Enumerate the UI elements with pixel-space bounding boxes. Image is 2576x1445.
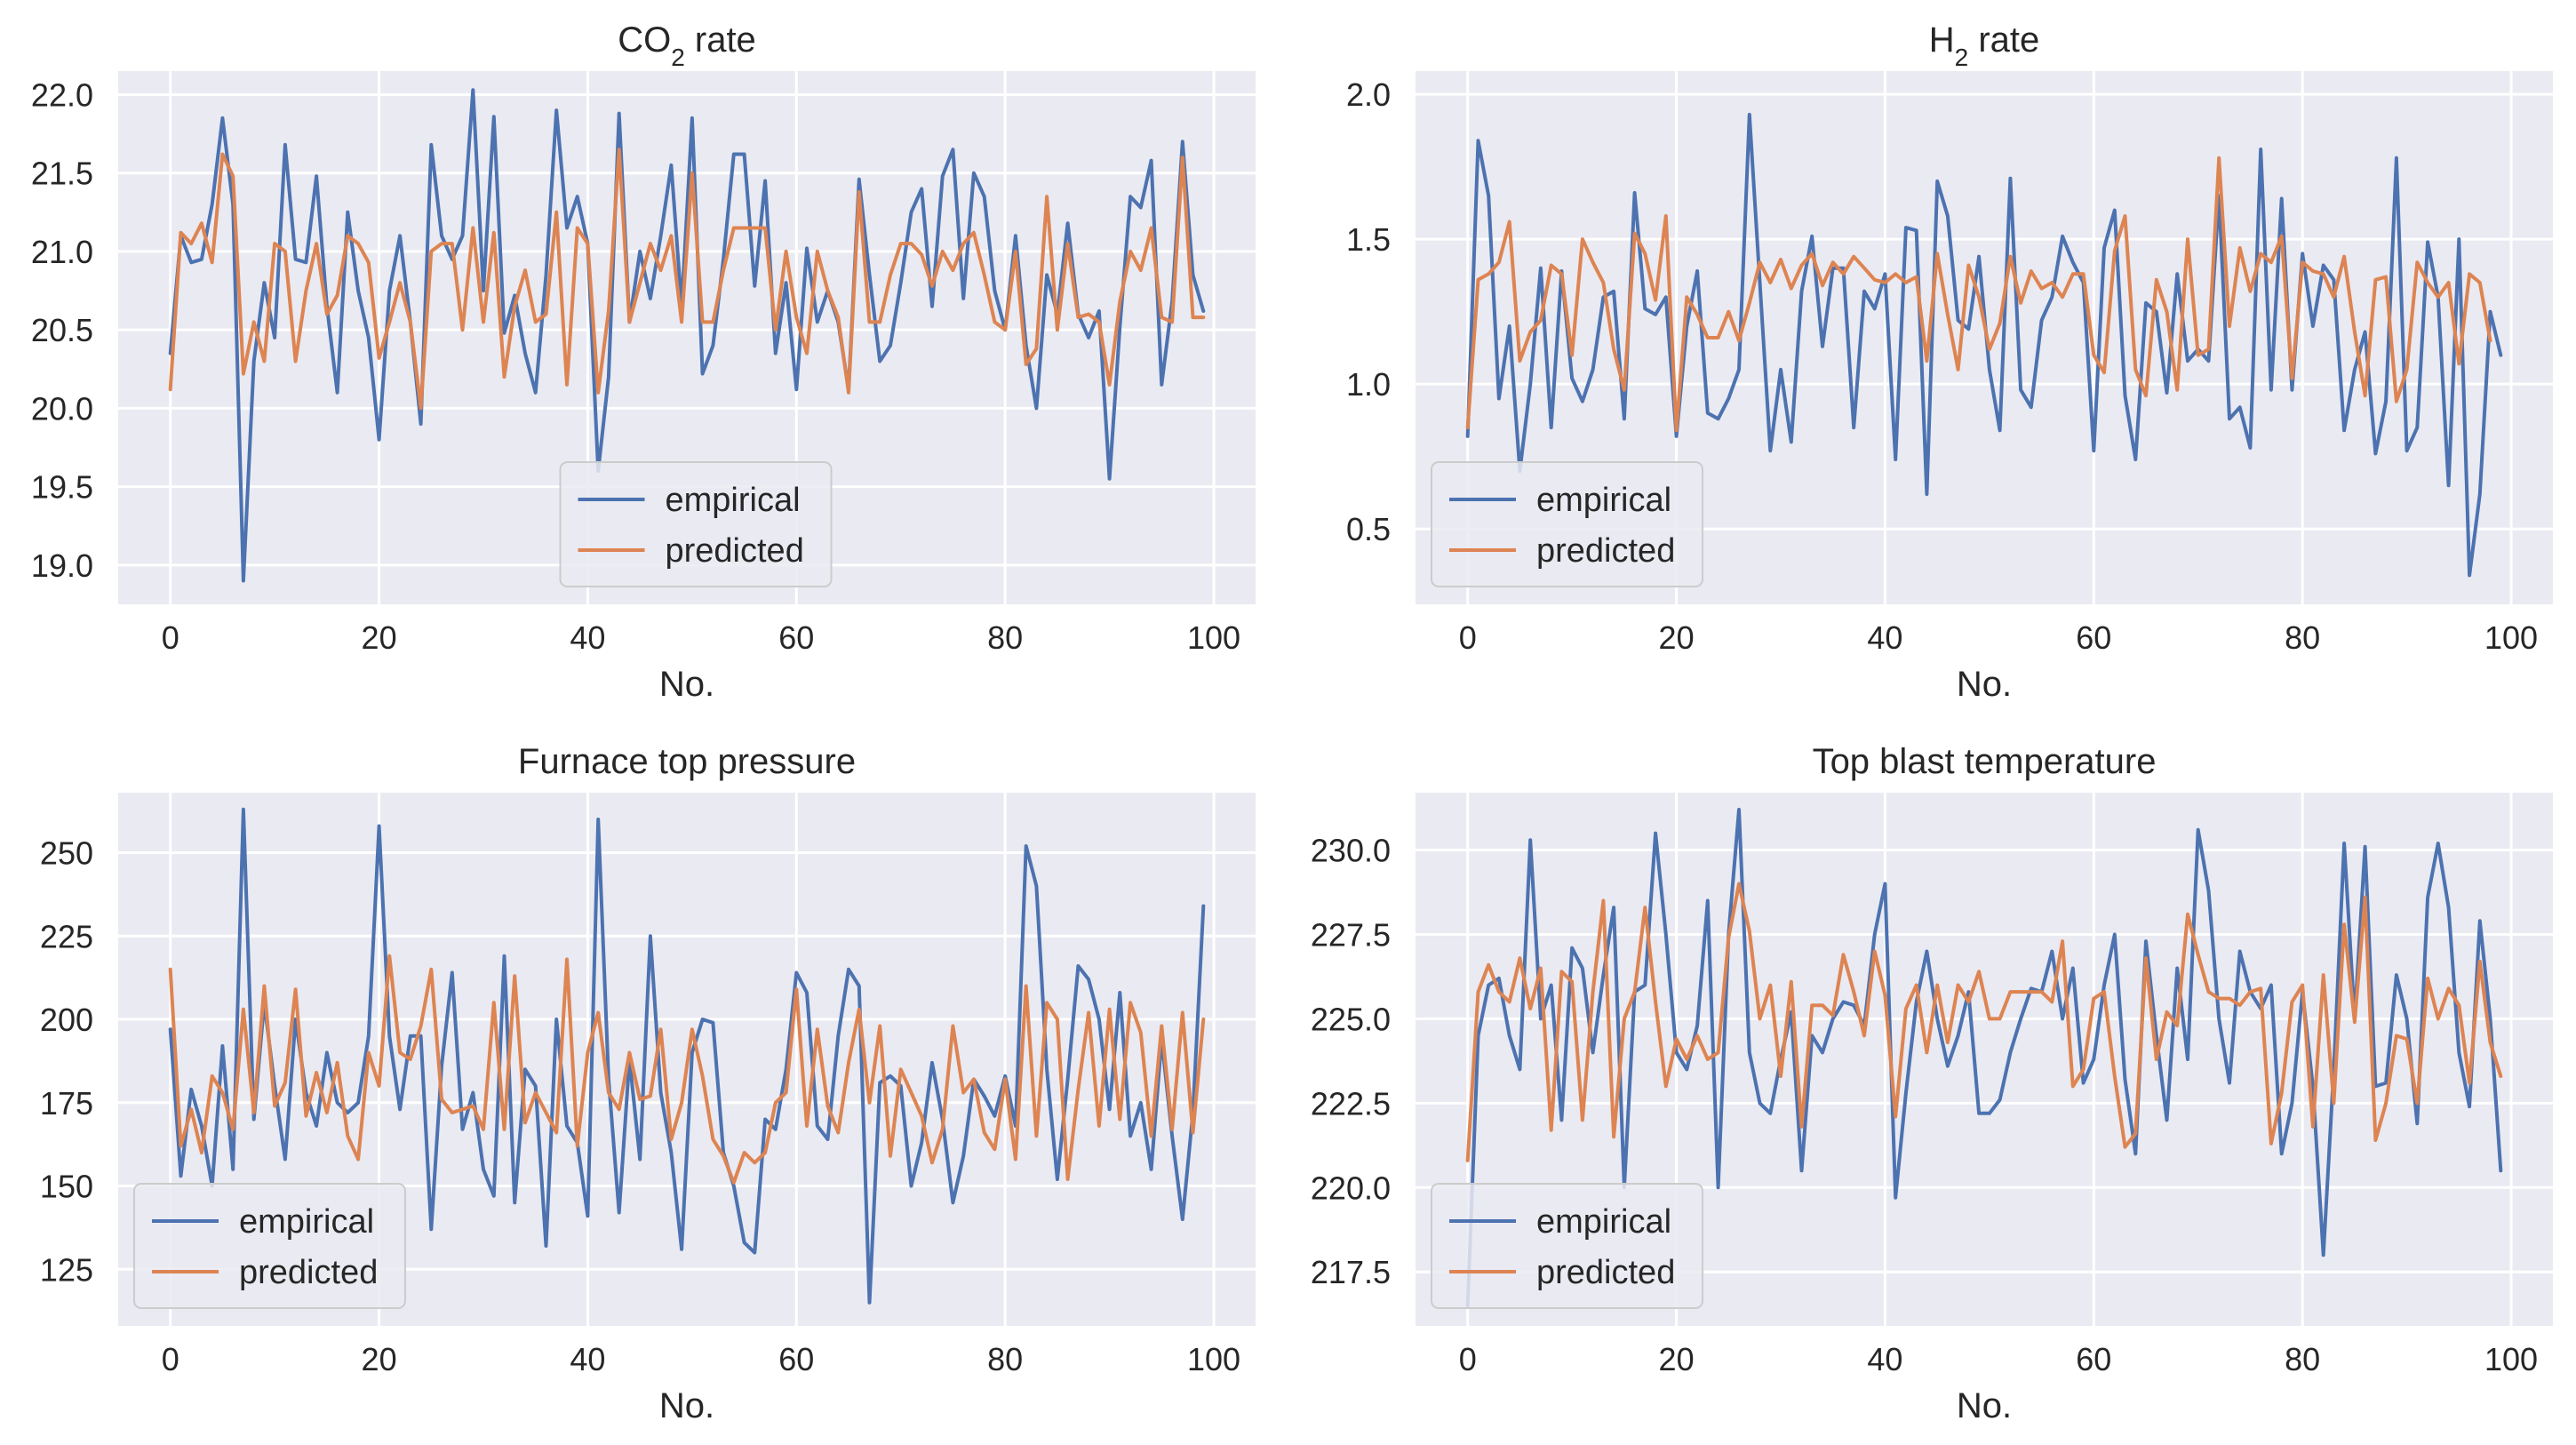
- y-tick-label: 20.5: [31, 312, 93, 348]
- chart-title: CO2 rate: [618, 20, 756, 71]
- x-tick-label: 60: [778, 1341, 814, 1377]
- y-tick-label: 225.0: [1311, 1001, 1391, 1037]
- y-tick-label: 220.0: [1311, 1170, 1391, 1206]
- y-tick-label: 21.5: [31, 156, 93, 192]
- legend-label-predicted: predicted: [666, 532, 804, 570]
- y-tick-label: 150: [40, 1169, 93, 1205]
- legend: empirical predicted: [1431, 461, 1703, 587]
- x-axis-label: No.: [659, 1386, 714, 1425]
- y-tick-label: 22.0: [31, 76, 93, 113]
- x-tick-label: 40: [570, 619, 605, 656]
- chart-title: Furnace top pressure: [518, 742, 856, 781]
- subplot-2: 0 20 40 60 80 100 0.5 1.0 1.5 2.0 H2 rate No. empiri…: [1346, 20, 2553, 704]
- x-tick-label: 80: [987, 619, 1023, 656]
- chart-title: Top blast temperature: [1813, 742, 2157, 781]
- y-tick-label: 1.0: [1346, 366, 1391, 403]
- legend: empirical predicted: [559, 461, 833, 587]
- y-tick-label: 230.0: [1311, 833, 1391, 869]
- y-tick-label: 20.0: [31, 390, 93, 427]
- legend-label-predicted: predicted: [239, 1254, 378, 1291]
- series-line-predicted: [168, 954, 1206, 1185]
- y-tick-label: 250: [40, 835, 93, 872]
- legend-label-predicted: predicted: [1536, 1254, 1675, 1291]
- x-tick-label: 100: [2484, 1341, 2538, 1377]
- x-tick-label: 80: [2285, 1341, 2320, 1377]
- x-tick-label: 60: [2076, 619, 2111, 656]
- series-line-empirical: [1465, 112, 2503, 578]
- series-line-predicted: [1465, 882, 2503, 1162]
- x-tick-label: 0: [1459, 1341, 1477, 1377]
- legend-frame: [1431, 461, 1703, 587]
- x-tick-label: 40: [570, 1341, 605, 1377]
- x-tick-label: 40: [1867, 619, 1902, 656]
- y-tick-label: 225: [40, 918, 93, 954]
- x-tick-label: 0: [162, 619, 179, 656]
- series-line-empirical: [168, 88, 1206, 583]
- y-tick-label: 19.0: [31, 547, 93, 584]
- series-line-empirical: [1465, 808, 2503, 1308]
- legend-frame: [1431, 1183, 1703, 1309]
- series-line-predicted: [1465, 156, 2492, 433]
- x-tick-label: 100: [1187, 1341, 1240, 1377]
- y-tick-label: 125: [40, 1251, 93, 1288]
- y-tick-label: 200: [40, 1002, 93, 1038]
- legend-label-empirical: empirical: [666, 482, 801, 519]
- x-tick-label: 80: [987, 1341, 1023, 1377]
- legend-frame: [559, 461, 833, 587]
- x-tick-label: 100: [1187, 619, 1240, 656]
- y-tick-label: 227.5: [1311, 916, 1391, 953]
- x-tick-label: 0: [162, 1341, 179, 1377]
- subplot-1: 0 20 40 60 80 100 19.0 19.5 20.0 20.5 21.0 21.5 22.0…: [31, 20, 1256, 704]
- y-tick-label: 222.5: [1311, 1085, 1391, 1122]
- x-tick-label: 40: [1867, 1341, 1902, 1377]
- x-tick-label: 100: [2484, 619, 2538, 656]
- x-axis-label: No.: [1957, 665, 2012, 704]
- y-tick-label: 1.5: [1346, 221, 1391, 258]
- legend: empirical predicted: [1431, 1183, 1703, 1309]
- legend: empirical predicted: [133, 1183, 406, 1309]
- series-line-predicted: [168, 148, 1206, 411]
- legend-label-empirical: empirical: [1536, 482, 1671, 519]
- subplot-3: 0 20 40 60 80 100 125 150 175 200 225 250 Furnace to…: [40, 742, 1256, 1425]
- x-tick-label: 20: [1659, 1341, 1695, 1377]
- legend-label-predicted: predicted: [1536, 532, 1675, 570]
- y-tick-label: 21.0: [31, 234, 93, 270]
- x-tick-label: 20: [362, 1341, 397, 1377]
- y-tick-label: 2.0: [1346, 76, 1391, 113]
- y-tick-label: 19.5: [31, 469, 93, 506]
- x-axis-label: No.: [659, 665, 714, 704]
- x-tick-label: 20: [362, 619, 397, 656]
- y-tick-label: 0.5: [1346, 511, 1391, 547]
- x-tick-label: 0: [1459, 619, 1477, 656]
- x-axis-label: No.: [1957, 1386, 2012, 1425]
- subplot-4: 0 20 40 60 80 100 217.5 220.0 222.5 225.0 227.5 230…: [1311, 742, 2553, 1425]
- x-tick-label: 60: [778, 619, 814, 656]
- y-tick-label: 175: [40, 1085, 93, 1122]
- y-tick-label: 217.5: [1311, 1254, 1391, 1290]
- x-tick-label: 60: [2076, 1341, 2111, 1377]
- legend-label-empirical: empirical: [1536, 1203, 1671, 1241]
- x-tick-label: 20: [1659, 619, 1695, 656]
- chart-title: H2 rate: [1929, 20, 2040, 71]
- x-tick-label: 80: [2285, 619, 2320, 656]
- legend-label-empirical: empirical: [239, 1203, 374, 1241]
- legend-frame: [133, 1183, 406, 1309]
